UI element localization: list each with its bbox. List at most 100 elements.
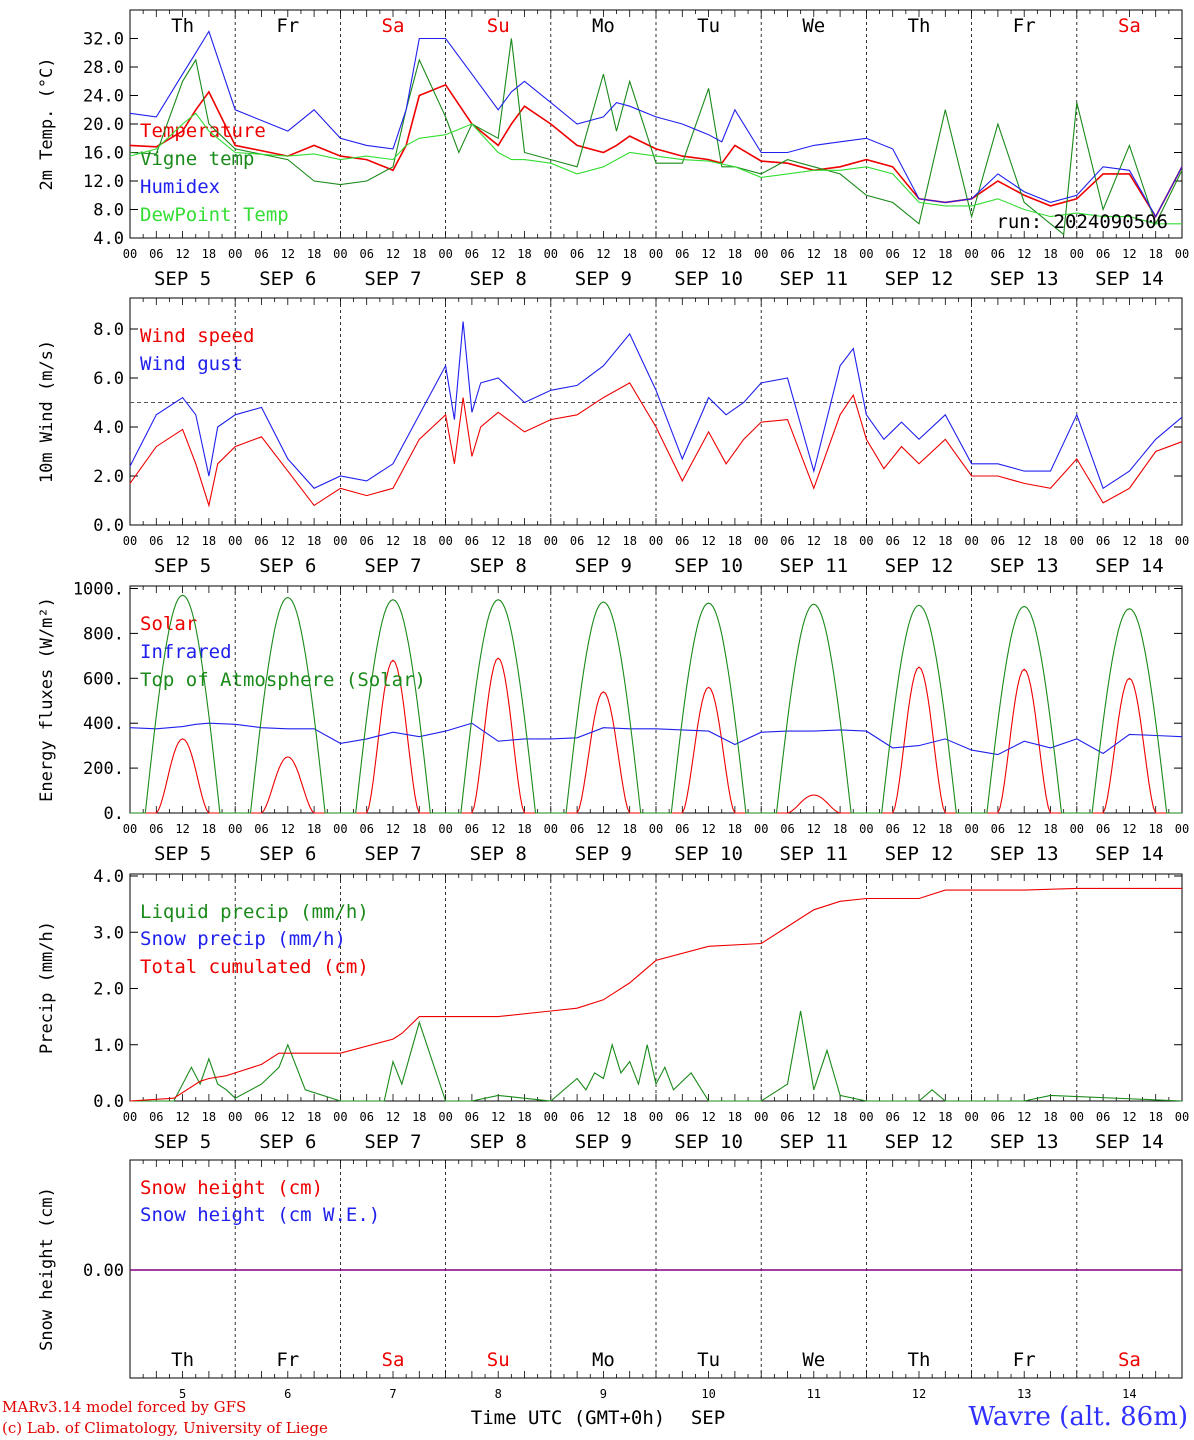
panel-1-hour-label: 12 <box>701 247 715 261</box>
panel-4-y-axis-label: Precip (mm/h) <box>37 921 57 1054</box>
panel-4-hour-label: 06 <box>465 1110 479 1124</box>
panel-1-hour-label: 18 <box>1043 247 1057 261</box>
panel-3-date-label: SEP 13 <box>990 843 1059 865</box>
panel-2-series-wind-speed <box>129 382 1183 508</box>
panel-1-date-label: SEP 11 <box>779 268 848 290</box>
panel-2-date-label: SEP 8 <box>470 555 527 577</box>
panel-3-hour-label: 00 <box>544 822 558 836</box>
top-day-name: Tu <box>697 15 720 37</box>
panel-4-hour-label: 18 <box>202 1110 216 1124</box>
panel-3-hour-label: 12 <box>912 822 926 836</box>
panel-1-hour-label: 12 <box>175 247 189 261</box>
panel-1-hour-label: 00 <box>1175 247 1189 261</box>
panel-1-hour-label: 18 <box>938 247 952 261</box>
panel-1-hour-label: 12 <box>491 247 505 261</box>
panel-4-hour-label: 06 <box>149 1110 163 1124</box>
panel-3-hour-label: 00 <box>123 822 137 836</box>
top-day-name: Sa <box>1118 15 1141 37</box>
panel-1-y-tick-label: 28.0 <box>83 58 124 78</box>
panel-2-hour-label: 12 <box>596 534 610 548</box>
panel-1-date-label: SEP 12 <box>885 268 954 290</box>
panel-2-hour-label: 18 <box>517 534 531 548</box>
panel-2-date-label: SEP 10 <box>674 555 743 577</box>
panel-2-series-wind-gust <box>129 321 1183 490</box>
top-day-name: Fr <box>276 15 299 37</box>
panel-4-hour-label: 12 <box>175 1110 189 1124</box>
panel-1-date-label: SEP 5 <box>154 268 211 290</box>
panel-1-legend-2: Vigne temp <box>140 148 254 170</box>
panel-4-hour-label: 00 <box>333 1110 347 1124</box>
panel-4-date-label: SEP 5 <box>154 1131 211 1153</box>
panel-1-hour-label: 12 <box>807 247 821 261</box>
panel-2-y-tick-label: 4.0 <box>93 418 124 438</box>
panel-4-hour-label: 00 <box>123 1110 137 1124</box>
panel-4-hour-label: 12 <box>1122 1110 1136 1124</box>
credit-line-1: MARv3.14 model forced by GFS <box>2 1398 247 1416</box>
panel-1-hour-label: 06 <box>780 247 794 261</box>
panel-2-hour-label: 18 <box>412 534 426 548</box>
panel-1-hour-label: 00 <box>544 247 558 261</box>
panel-1-y-axis-label: 2m Temp. (°C) <box>37 57 57 190</box>
panel-3-y-tick-label: 200. <box>83 759 124 779</box>
panel-1-hour-label: 12 <box>1017 247 1031 261</box>
panel-1-hour-label: 12 <box>281 247 295 261</box>
panel-2-date-label: SEP 7 <box>364 555 421 577</box>
panel-3-hour-label: 18 <box>728 822 742 836</box>
panel-1-date-label: SEP 13 <box>990 268 1059 290</box>
panel-4-hour-label: 00 <box>544 1110 558 1124</box>
bottom-day-name: We <box>802 1349 825 1371</box>
run-label: run: 2024090506 <box>996 211 1168 233</box>
panel-2-hour-label: 06 <box>991 534 1005 548</box>
panel-2-date-label: SEP 11 <box>779 555 848 577</box>
credit-line-2: (c) Lab. of Climatology, University of L… <box>2 1419 328 1437</box>
panel-4-hour-label: 06 <box>885 1110 899 1124</box>
panel-2-hour-label: 06 <box>465 534 479 548</box>
panel-4-y-tick-label: 1.0 <box>93 1036 124 1056</box>
bottom-day-number: 5 <box>179 1387 186 1401</box>
panel-4-date-label: SEP 7 <box>364 1131 421 1153</box>
panel-2-hour-label: 06 <box>780 534 794 548</box>
panel-1-hour-label: 06 <box>570 247 584 261</box>
panel-4-hour-label: 18 <box>1043 1110 1057 1124</box>
panel-2-hour-label: 06 <box>675 534 689 548</box>
panel-3-date-label: SEP 5 <box>154 843 211 865</box>
panel-4-hour-label: 06 <box>254 1110 268 1124</box>
panel-2-hour-label: 12 <box>807 534 821 548</box>
panel-1-hour-label: 18 <box>412 247 426 261</box>
panel-4-hour-label: 12 <box>912 1110 926 1124</box>
panel-4-date-label: SEP 8 <box>470 1131 527 1153</box>
panel-3-hour-label: 12 <box>1122 822 1136 836</box>
panel-2-hour-label: 06 <box>885 534 899 548</box>
bottom-day-number: 10 <box>701 1387 715 1401</box>
bottom-day-name: Su <box>487 1349 510 1371</box>
bottom-day-number: 6 <box>284 1387 291 1401</box>
panel-2-date-label: SEP 5 <box>154 555 211 577</box>
panel-2-hour-label: 12 <box>912 534 926 548</box>
panel-3-hour-label: 00 <box>1070 822 1084 836</box>
bottom-day-name: Th <box>908 1349 931 1371</box>
panel-3-hour-label: 06 <box>991 822 1005 836</box>
panel-1-y-tick-label: 12.0 <box>83 172 124 192</box>
panel-3-hour-label: 12 <box>281 822 295 836</box>
panel-4-hour-label: 18 <box>307 1110 321 1124</box>
panel-2-date-label: SEP 13 <box>990 555 1059 577</box>
panel-1-y-tick-label: 8.0 <box>93 201 124 221</box>
bottom-day-number: 11 <box>807 1387 821 1401</box>
panel-2-hour-label: 12 <box>491 534 505 548</box>
panel-1-y-tick-label: 4.0 <box>93 229 124 249</box>
panel-1-hour-label: 00 <box>228 247 242 261</box>
panel-4-y-tick-label: 3.0 <box>93 923 124 943</box>
panel-1-hour-label: 18 <box>517 247 531 261</box>
panel-2-date-label: SEP 12 <box>885 555 954 577</box>
panel-3-hour-label: 18 <box>307 822 321 836</box>
top-day-name: Sa <box>382 15 405 37</box>
panel-3-y-tick-label: 0. <box>104 804 124 824</box>
panel-2-hour-label: 18 <box>728 534 742 548</box>
panel-1-date-label: SEP 7 <box>364 268 421 290</box>
panel-4-legend-3: Total cumulated (cm) <box>140 956 369 978</box>
panel-1-hour-label: 18 <box>622 247 636 261</box>
panel-1-date-label: SEP 9 <box>575 268 632 290</box>
bottom-day-name: Tu <box>697 1349 720 1371</box>
panel-3-legend-2: Infrared <box>140 641 232 663</box>
panel-1-date-label: SEP 6 <box>259 268 316 290</box>
